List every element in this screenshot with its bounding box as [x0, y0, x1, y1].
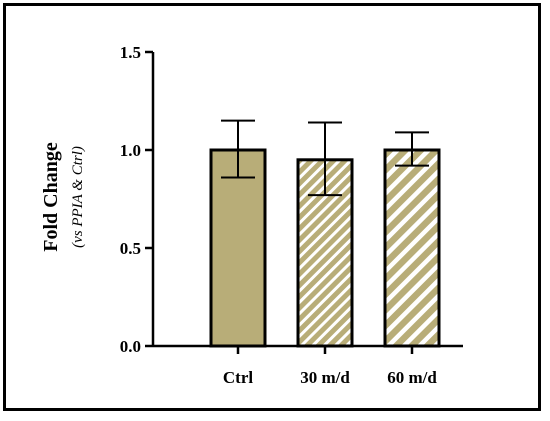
bar-ctrl	[209, 148, 267, 348]
y-tick-labels: 0.0 0.5 1.0 1.5	[120, 43, 153, 356]
y-axis-sublabel: (vs PPIA & Ctrl)	[70, 146, 86, 248]
y-axis-label: Fold Change	[40, 142, 62, 252]
chart-frame	[3, 3, 541, 411]
x-tick-label: 60 m/d	[387, 368, 437, 387]
y-tick-label: 0.5	[120, 239, 141, 258]
y-tick-label: 0.0	[120, 337, 141, 356]
error-bars	[221, 119, 429, 197]
x-tick-label: 30 m/d	[300, 368, 350, 387]
y-tick-label: 1.5	[120, 43, 141, 62]
x-tick-label: Ctrl	[223, 368, 253, 387]
y-tick-label: 1.0	[120, 141, 141, 160]
x-tick-labels: Ctrl 30 m/d 60 m/d	[223, 346, 437, 387]
bar-60-m-d	[383, 148, 441, 348]
bars	[209, 148, 441, 348]
